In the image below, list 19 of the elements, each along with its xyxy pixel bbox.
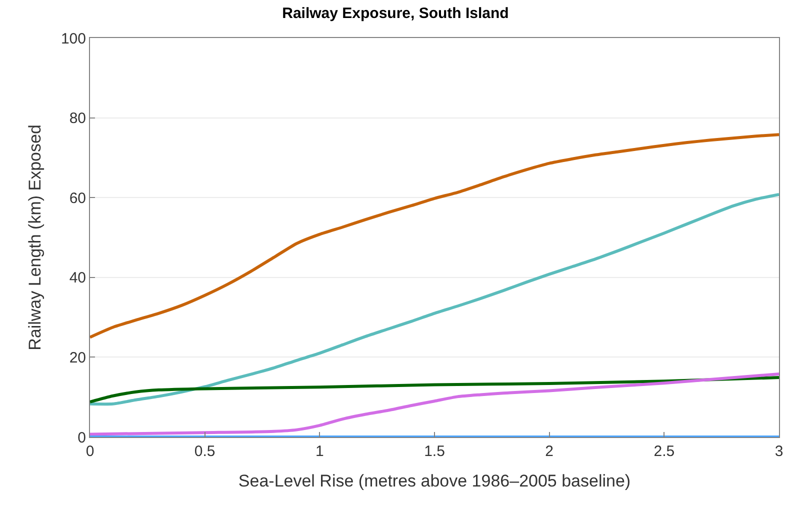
y-tick-label: 80 [69,110,86,128]
line-series [90,376,779,404]
y-tick-label: 20 [69,349,86,366]
y-tick-label: 40 [69,270,86,287]
chart-title: Railway Exposure, South Island [282,5,509,22]
x-tick-label: 1.5 [424,443,445,460]
line-series [90,192,779,406]
line-series [90,372,779,436]
x-tick-label: 2.5 [654,443,675,460]
y-tick-label: 100 [60,30,86,48]
y-axis-title: Railway Length (km) Exposed [26,124,45,350]
x-tick-label: 1 [316,443,324,460]
y-tick-label: 0 [78,429,86,446]
x-tick-label: 0.5 [194,443,216,460]
line-series [90,133,779,339]
y-tick-label: 60 [69,190,86,207]
x-tick-label: 3 [774,443,784,460]
x-axis-title: Sea-Level Rise (metres above 1986–2005 baseline) [238,471,631,490]
x-tick-label: 2 [545,443,554,460]
